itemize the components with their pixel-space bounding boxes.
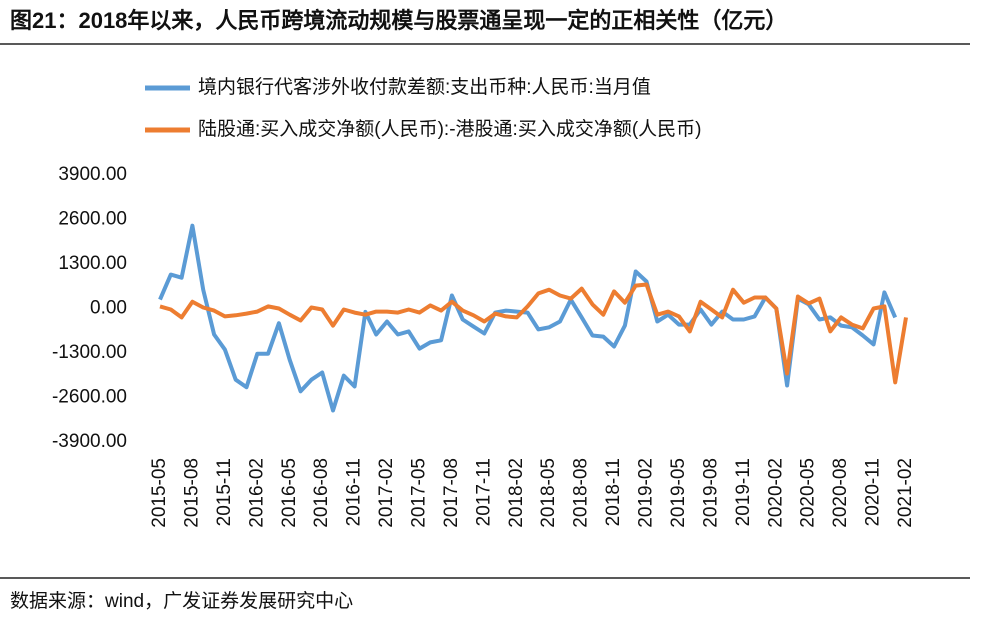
chart-title: 图21：2018年以来，人民币跨境流动规模与股票通呈现一定的正相关性（亿元）	[10, 8, 787, 33]
source-note: 数据来源：wind，广发证券发展研究中心	[10, 590, 353, 612]
x-tick-label: 2020-05	[798, 458, 819, 528]
y-tick-label: -3900.00	[52, 431, 127, 452]
y-tick-label: 3900.00	[58, 164, 127, 185]
x-tick-label: 2017-11	[473, 458, 494, 526]
y-tick-label: -1300.00	[52, 342, 127, 363]
x-tick-label: 2018-05	[538, 458, 559, 528]
y-tick-label: 1300.00	[58, 253, 127, 274]
x-tick-label: 2020-11	[863, 458, 884, 526]
x-tick-label: 2018-08	[571, 458, 592, 528]
x-tick-label: 2020-08	[830, 458, 851, 528]
x-tick-label: 2016-08	[311, 458, 332, 528]
x-tick-label: 2021-02	[895, 458, 916, 528]
x-tick-label: 2017-05	[408, 458, 429, 528]
y-tick-label: 2600.00	[58, 209, 127, 230]
legend-label: 陆股通:买入成交净额(人民币):-港股通:买入成交净额(人民币)	[198, 118, 701, 140]
x-tick-label: 2018-11	[603, 458, 624, 526]
x-tick-label: 2016-11	[344, 458, 365, 526]
y-tick-label: 0.00	[90, 298, 127, 319]
x-tick-label: 2019-11	[733, 458, 754, 526]
legend-label: 境内银行代客涉外收付款差额:支出币种:人民币:当月值	[198, 76, 651, 98]
x-tick-label: 2020-02	[765, 458, 786, 528]
x-tick-label: 2017-08	[441, 458, 462, 528]
x-tick-label: 2016-05	[279, 458, 300, 528]
x-tick-label: 2016-02	[246, 458, 267, 528]
x-tick-label: 2017-02	[376, 458, 397, 528]
x-tick-label: 2015-11	[214, 458, 235, 526]
x-tick-label: 2019-05	[668, 458, 689, 528]
x-tick-label: 2015-08	[181, 458, 202, 528]
x-tick-label: 2019-02	[636, 458, 657, 528]
x-tick-label: 2019-08	[700, 458, 721, 528]
series-line	[159, 282, 908, 385]
x-tick-label: 2015-05	[149, 458, 170, 528]
y-tick-label: -2600.00	[52, 387, 127, 408]
x-tick-label: 2018-02	[506, 458, 527, 528]
series-line	[158, 223, 898, 413]
